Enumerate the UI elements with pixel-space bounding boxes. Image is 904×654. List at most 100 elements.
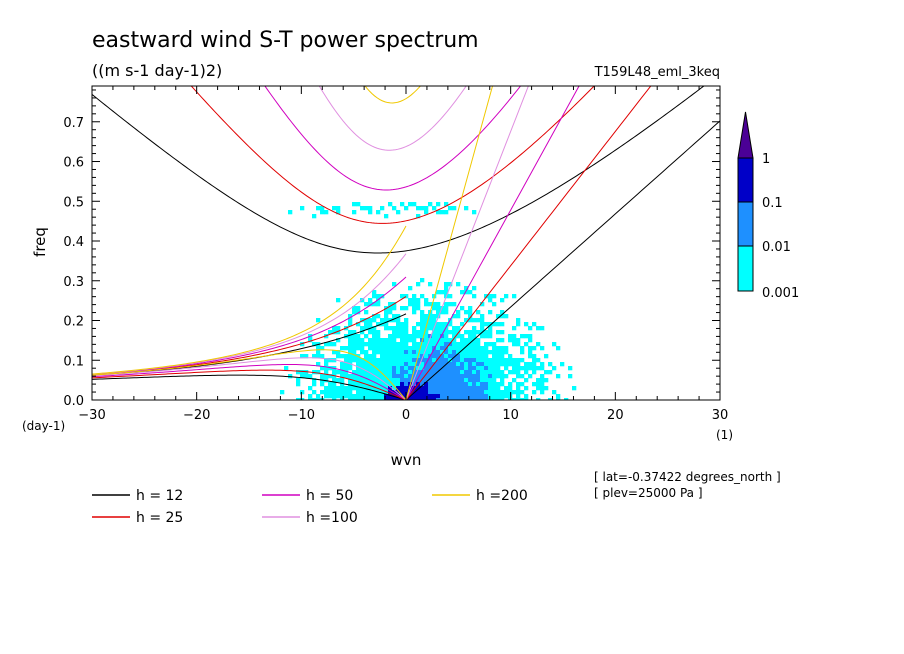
power-cell (504, 314, 509, 319)
power-cell (380, 394, 385, 399)
power-cell (420, 310, 425, 315)
power-cell (420, 342, 425, 347)
power-cell (452, 362, 457, 367)
power-cell (352, 374, 357, 379)
power-cell (376, 394, 381, 399)
power-cell (392, 350, 397, 355)
power-cell (496, 338, 501, 343)
x-tick-label: −30 (78, 408, 105, 423)
power-cell (496, 366, 501, 371)
power-cell (440, 362, 445, 367)
power-cell (508, 362, 513, 367)
power-cell (408, 358, 413, 363)
power-cell (572, 386, 577, 391)
power-cell (348, 366, 353, 371)
power-cell (412, 358, 417, 363)
power-cell (476, 338, 481, 343)
power-cell (380, 382, 385, 387)
power-cell (436, 362, 441, 367)
power-cell (504, 366, 509, 371)
lat-annotation: [ lat=-0.37422 degrees_north ] (594, 470, 781, 484)
power-cell (368, 346, 373, 351)
power-cell (448, 302, 453, 307)
power-cell (424, 366, 429, 371)
power-cell (476, 378, 481, 383)
power-cell (444, 366, 449, 371)
power-cell (460, 306, 465, 311)
power-cell (448, 338, 453, 343)
power-cell (352, 202, 357, 207)
power-cell (408, 354, 413, 359)
power-cell (376, 342, 381, 347)
power-cell (496, 362, 501, 367)
power-cell (364, 378, 369, 383)
power-cell (444, 322, 449, 327)
power-cell (540, 382, 545, 387)
power-cell (468, 366, 473, 371)
power-cell (488, 298, 493, 303)
power-cell (424, 354, 429, 359)
power-cell (508, 386, 513, 391)
power-cell (312, 382, 317, 387)
power-cell (372, 302, 377, 307)
power-cell (388, 350, 393, 355)
power-cell (448, 378, 453, 383)
power-cell (316, 370, 321, 375)
power-cell (484, 358, 489, 363)
power-cell (432, 370, 437, 375)
power-cell (472, 338, 477, 343)
power-cell (428, 394, 433, 399)
power-cell (420, 394, 425, 399)
power-cell (400, 378, 405, 383)
power-cell (348, 334, 353, 339)
power-cell (532, 322, 537, 327)
power-cell (304, 354, 309, 359)
power-cell (324, 342, 329, 347)
power-cell (340, 362, 345, 367)
power-cell (336, 338, 341, 343)
power-cell (488, 378, 493, 383)
power-cell (456, 362, 461, 367)
power-cell (436, 210, 441, 215)
power-cell (332, 370, 337, 375)
power-cell (360, 350, 365, 355)
power-cell (520, 382, 525, 387)
power-cell (376, 294, 381, 299)
power-cell (452, 390, 457, 395)
power-cell (412, 298, 417, 303)
power-cell (492, 390, 497, 395)
power-cell (452, 338, 457, 343)
power-cell (432, 366, 437, 371)
power-cell (496, 370, 501, 375)
power-cell (512, 398, 517, 400)
power-cell (416, 330, 421, 335)
power-cell (364, 334, 369, 339)
power-cell (460, 386, 465, 391)
power-cell (492, 358, 497, 363)
power-cell (408, 346, 413, 351)
power-cell (540, 346, 545, 351)
power-cell (400, 334, 405, 339)
power-cell (460, 334, 465, 339)
power-cell (512, 338, 517, 343)
power-cell (476, 362, 481, 367)
power-cell (428, 370, 433, 375)
power-cell (440, 370, 445, 375)
power-cell (428, 342, 433, 347)
power-cell (396, 398, 401, 400)
power-cell (464, 382, 469, 387)
power-cell (412, 366, 417, 371)
power-cell (352, 310, 357, 315)
power-cell (524, 370, 529, 375)
power-cell (444, 382, 449, 387)
power-cell (448, 354, 453, 359)
power-cell (332, 386, 337, 391)
power-cell (380, 386, 385, 391)
power-cell (340, 366, 345, 371)
power-cell (356, 202, 361, 207)
power-cell (484, 370, 489, 375)
power-cell (484, 386, 489, 391)
power-cell (416, 322, 421, 327)
power-cell (428, 318, 433, 323)
power-cell (316, 318, 321, 323)
